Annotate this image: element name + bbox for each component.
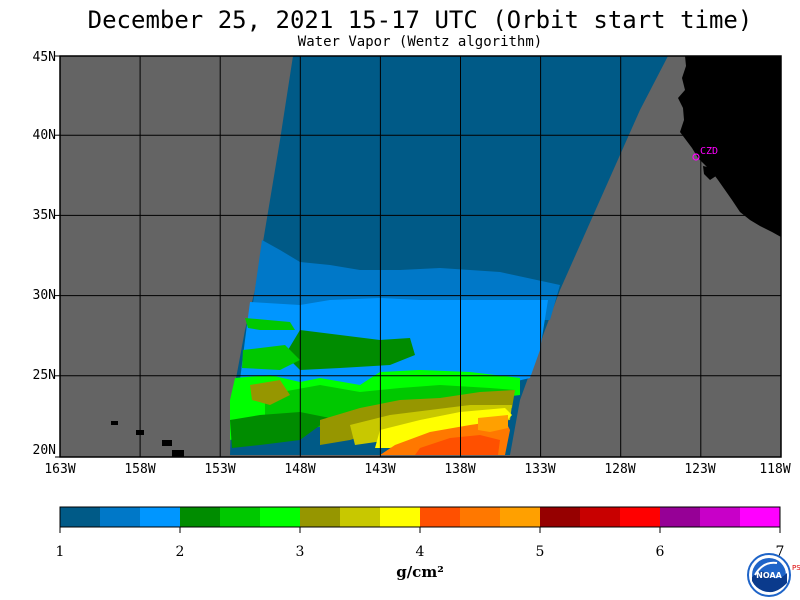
- lon-label-153w: 153W: [204, 462, 236, 477]
- psl-logo-text: PSL: [792, 565, 800, 572]
- colorbar-swatch: [700, 507, 741, 527]
- colorbar-label-7: 7: [775, 544, 785, 560]
- swath-band-darkorange: [415, 435, 500, 455]
- swath-band-green: [245, 318, 295, 330]
- swath-band-olive-patch: [250, 380, 290, 405]
- land-sf-bay: [703, 166, 716, 180]
- colorbar-swatch: [260, 507, 301, 527]
- colorbar-swatch: [540, 507, 581, 527]
- colorbar-swatch: [660, 507, 701, 527]
- lon-label-163w: 163W: [44, 462, 76, 477]
- island-kauai: [111, 421, 118, 425]
- map-title: December 25, 2021 15-17 UTC (Orbit start…: [87, 6, 753, 34]
- swath-band-yellow: [375, 408, 512, 448]
- swath-band-darkgreen-2: [230, 412, 330, 448]
- colorbar-swatch: [620, 507, 661, 527]
- lat-ticks: [55, 55, 60, 458]
- lat-label-40n: 40N: [32, 128, 56, 143]
- colorbar-label-5: 5: [535, 544, 545, 560]
- map-frame: [59, 55, 782, 458]
- lon-label-133w: 133W: [524, 462, 556, 477]
- lat-label-30n: 30N: [32, 288, 56, 303]
- colorbar-label-4: 4: [415, 544, 425, 560]
- map-subtitle: Water Vapor (Wentz algorithm): [297, 34, 543, 50]
- lon-label-148w: 148W: [284, 462, 316, 477]
- psl-text: PSL: [792, 564, 800, 572]
- lon-label-138w: 138W: [444, 462, 476, 477]
- colorbar-swatch: [60, 507, 101, 527]
- lat-label-45n: 45N: [32, 50, 56, 65]
- noaa-logo: NOAA: [747, 553, 791, 597]
- lat-label-35n: 35N: [32, 208, 56, 223]
- colorbar-swatch: [140, 507, 181, 527]
- lon-label-118w: 118W: [759, 462, 791, 477]
- lat-label-20n: 20N: [32, 443, 56, 458]
- colorbar-swatch: [740, 507, 781, 527]
- colorbar-swatch: [100, 507, 141, 527]
- lon-label-158w: 158W: [124, 462, 156, 477]
- city-label-czd: CZD: [700, 146, 719, 157]
- lon-label-128w: 128W: [604, 462, 636, 477]
- island-hawaii: [172, 450, 184, 457]
- colorbar-swatch: [500, 507, 541, 527]
- colorbar-swatch: [420, 507, 461, 527]
- colorbar-label-2: 2: [175, 544, 185, 560]
- graticule: [60, 56, 781, 457]
- lat-label-25n: 25N: [32, 368, 56, 383]
- lon-label-143w: 143W: [364, 462, 396, 477]
- colorbar-swatch: [460, 507, 501, 527]
- lon-label-123w: 123W: [684, 462, 716, 477]
- noaa-logo-text: NOAA: [756, 571, 782, 580]
- island-maui: [162, 440, 172, 446]
- colorbar-swatch: [220, 507, 261, 527]
- colorbar-swatch: [380, 507, 421, 527]
- colorbar: [59, 506, 781, 533]
- swath-band-amber: [478, 415, 508, 432]
- colorbar-swatch: [180, 507, 221, 527]
- swath-band-darkgreen: [285, 330, 415, 370]
- colorbar-label-6: 6: [655, 544, 665, 560]
- colorbar-swatch: [580, 507, 621, 527]
- swath-band-green-2: [242, 345, 300, 370]
- city-marker-czd: [692, 153, 700, 161]
- colorbar-swatch: [340, 507, 381, 527]
- colorbar-label-1: 1: [55, 544, 65, 560]
- colorbar-unit: g/cm²: [396, 563, 444, 581]
- colorbar-label-3: 3: [295, 544, 305, 560]
- colorbar-swatch: [300, 507, 341, 527]
- land-california: [678, 56, 781, 237]
